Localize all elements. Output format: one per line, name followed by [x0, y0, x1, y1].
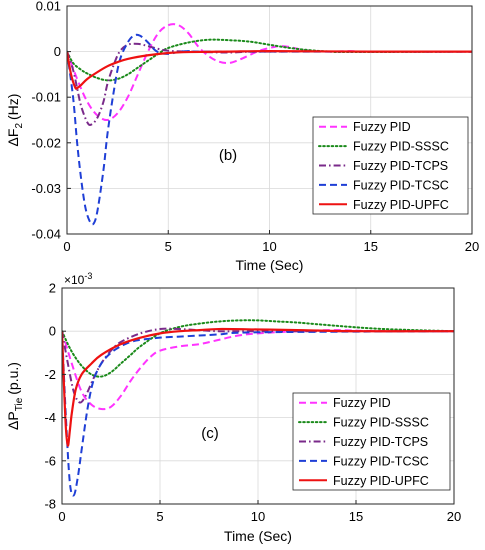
x-tick-label: 20	[465, 239, 479, 254]
y-axis-label-unit: (p.u.)	[5, 362, 21, 395]
y-tick-label: -0.03	[31, 181, 61, 196]
series-line-2	[62, 327, 454, 404]
legend: Fuzzy PID Fuzzy PID-SSSC Fuzzy PID-TCPS Fuz…	[312, 116, 469, 215]
y-axis-label-main: ΔP	[5, 411, 21, 430]
y-tick-label: 0	[54, 44, 61, 59]
x-tick-label: 15	[349, 509, 363, 524]
x-tick-label: 10	[262, 239, 276, 254]
y-tick-label: -0.02	[31, 135, 61, 150]
legend-label-4: Fuzzy PID-UPFC	[333, 474, 429, 488]
y-axis-exponent: ×10-3	[64, 271, 92, 287]
exponent-base: ×10	[64, 273, 85, 287]
y-tick-label: 2	[49, 281, 56, 296]
series-line-3	[62, 330, 454, 497]
series-group	[67, 23, 472, 226]
legend-label-0: Fuzzy PID	[353, 120, 411, 134]
legend: Fuzzy PID Fuzzy PID-SSSC Fuzzy PID-TCPS Fuz…	[292, 392, 451, 491]
y-axis-label: ΔF2 (Hz)	[5, 94, 25, 147]
series-group	[62, 319, 454, 497]
y-axis-label-unit: (Hz)	[5, 94, 21, 120]
legend-label-1: Fuzzy PID-SSSC	[333, 416, 429, 430]
x-axis-label: Time (Sec)	[224, 528, 292, 544]
y-tick-label: -6	[44, 453, 56, 468]
y-tick-label: -0.01	[31, 90, 61, 105]
y-tick-label: -4	[44, 410, 56, 425]
exponent-power: -3	[84, 271, 92, 281]
x-tick-label: 5	[156, 509, 163, 524]
y-axis-label-sub: 2	[14, 123, 25, 129]
legend-label-3: Fuzzy PID-TCSC	[353, 178, 449, 192]
y-tick-label: 0.01	[36, 0, 61, 14]
panel-label: (b)	[219, 147, 237, 164]
x-tick-label: 0	[58, 509, 65, 524]
legend-label-0: Fuzzy PID	[333, 396, 391, 410]
chart-panel-b: 0 5 10 15 20 -0.04 -0.03 -0.02 -0.01 0 0.01 Time (S…	[5, 0, 479, 273]
y-axis-label: ΔPTie (p.u.)	[5, 362, 25, 430]
legend-label-2: Fuzzy PID-TCPS	[333, 435, 428, 449]
x-tick-label: 5	[165, 239, 172, 254]
x-axis-label: Time (Sec)	[236, 257, 304, 273]
y-axis-label-sub: Tie	[14, 397, 25, 411]
series-line-4	[67, 50, 472, 90]
legend-label-4: Fuzzy PID-UPFC	[353, 198, 449, 212]
x-tick-label: 0	[63, 239, 70, 254]
y-tick-label: 0	[49, 324, 56, 339]
y-tick-label: -2	[44, 367, 56, 382]
y-axis-label-main: ΔF	[5, 129, 21, 147]
series-line-0	[62, 329, 454, 411]
x-tick-label: 10	[251, 509, 265, 524]
y-tick-label: -0.04	[31, 227, 61, 242]
x-tick-label: 15	[364, 239, 378, 254]
series-line-3	[67, 33, 472, 226]
panel-label: (c)	[201, 425, 219, 442]
chart-panel-c: 0 5 10 15 20 -8 -6 -4 -2 0 2 Time (Sec) ΔPTie (p.u.) ×…	[5, 271, 461, 544]
y-tick-label: -8	[44, 497, 56, 512]
series-line-4	[62, 327, 454, 447]
legend-label-2: Fuzzy PID-TCPS	[353, 159, 448, 173]
legend-label-3: Fuzzy PID-TCSC	[333, 454, 429, 468]
x-tick-label: 20	[447, 509, 461, 524]
legend-label-1: Fuzzy PID-SSSC	[353, 140, 449, 154]
